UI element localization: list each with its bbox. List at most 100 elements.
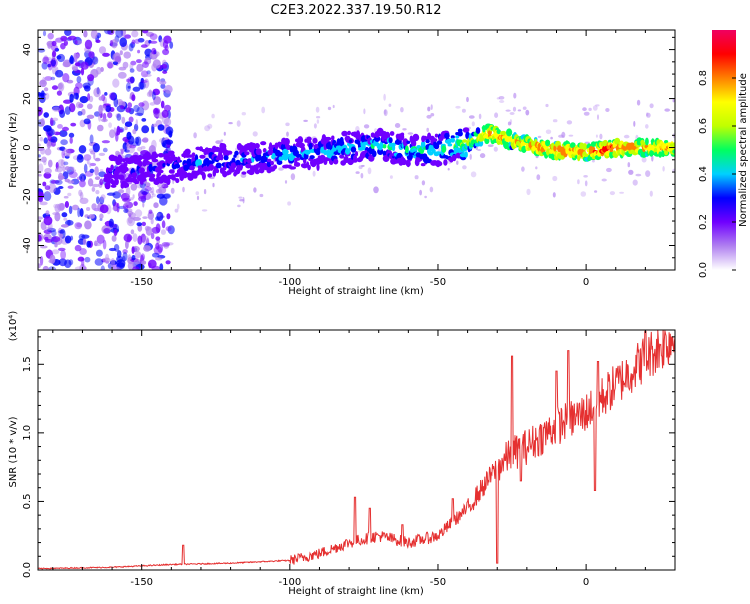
spectrogram-noise-blob	[92, 56, 99, 65]
spectrogram-noise-blob	[160, 83, 166, 89]
spectrogram-noise-blob	[79, 179, 86, 188]
spectrogram-noise-blob	[52, 106, 61, 112]
spectrogram-faint-blob	[215, 140, 222, 145]
spectrogram-noise-blob	[87, 178, 94, 187]
spectrogram-faint-blob	[619, 191, 624, 194]
spectrogram-noise-blob	[107, 62, 113, 69]
spectrogram-faint-blob	[537, 135, 542, 139]
spectrogram-faint-blob	[132, 194, 135, 199]
spectrogram-noise-blob	[61, 212, 68, 218]
spectrogram-faint-blob	[496, 97, 501, 100]
spectrogram-faint-blob	[498, 96, 505, 100]
spectrogram-noise-blob	[44, 167, 52, 175]
spectrogram-faint-blob	[242, 196, 245, 204]
x-tick-label: -100	[278, 277, 301, 288]
spectrogram-ridge-blob	[402, 157, 406, 163]
spectrogram-ridge-blob	[425, 139, 430, 144]
spectrogram-noise-blob	[137, 235, 143, 245]
spectrogram-noise-blob	[63, 161, 69, 166]
spectrogram-noise-blob	[159, 80, 167, 85]
spectrogram-faint-blob	[53, 131, 57, 135]
spectrogram-noise-blob	[83, 30, 88, 38]
spectrogram-noise-blob	[42, 181, 47, 187]
spectrogram-ridge-blob	[433, 142, 440, 150]
spectrogram-noise-blob	[92, 143, 100, 153]
spectrogram-noise-blob	[38, 154, 41, 158]
spectrogram-noise-blob	[128, 116, 134, 123]
spectrogram-ridge-blob	[323, 157, 331, 162]
spectrogram-ridge-blob	[405, 145, 409, 154]
spectrogram-noise-blob	[89, 168, 95, 173]
spectrogram-faint-blob	[238, 196, 243, 199]
spectrogram-noise-blob	[149, 40, 158, 44]
spectrogram-ridge-blob	[303, 158, 307, 164]
spectrogram-noise-blob	[54, 69, 64, 78]
spectrogram-faint-blob	[332, 104, 335, 109]
spectrogram-noise-blob	[51, 249, 60, 255]
spectrogram-faint-blob	[91, 186, 96, 192]
spectrogram-ridge-blob	[449, 158, 454, 163]
spectrogram-noise-blob	[116, 113, 122, 121]
spectrogram-faint-blob	[236, 120, 241, 127]
spectrogram-faint-blob	[455, 105, 461, 109]
spectrogram-ridge-blob	[148, 177, 156, 182]
spectrogram-ridge-blob	[664, 140, 669, 144]
spectrogram-noise-blob	[68, 259, 74, 266]
spectrogram-noise-blob	[67, 35, 77, 41]
spectrogram-faint-blob	[627, 162, 631, 168]
spectrogram-noise-blob	[60, 224, 69, 228]
spectrogram-noise-blob	[79, 263, 86, 270]
spectrogram-noise-blob	[39, 245, 48, 249]
spectrogram-noise-blob	[123, 208, 129, 214]
spectrogram-faint-blob	[211, 113, 215, 119]
spectrogram-noise-blob	[62, 166, 66, 173]
spectrogram-ridge-blob	[207, 173, 213, 178]
spectrogram-ridge-blob	[457, 128, 463, 133]
spectrogram-ridge-blob	[420, 163, 426, 167]
spectrogram-noise-blob	[77, 256, 85, 262]
spectrogram-faint-blob	[426, 127, 430, 132]
spectrogram-noise-blob	[44, 76, 53, 81]
spectrogram-ridge-blob	[123, 161, 128, 168]
spectrogram-faint-blob	[204, 125, 211, 132]
spectrogram-ridge-blob	[139, 177, 147, 182]
spectrogram-faint-blob	[363, 124, 370, 129]
spectrogram-faint-blob	[493, 146, 498, 152]
spectrogram-faint-blob	[591, 159, 595, 163]
spectrogram-ridge-blob	[122, 166, 129, 172]
spectrogram-faint-blob	[662, 166, 665, 172]
spectrogram-noise-blob	[152, 59, 161, 69]
spectrogram-noise-blob	[80, 174, 87, 181]
spectrogram-faint-blob	[38, 173, 42, 177]
spectrogram-noise-blob	[48, 266, 57, 270]
spectrogram-noise-blob	[101, 140, 110, 144]
spectrogram-faint-blob	[193, 132, 197, 139]
spectrogram-faint-blob	[580, 191, 587, 197]
spectrogram-noise-blob	[89, 162, 97, 167]
spectrogram-faint-blob	[512, 106, 517, 112]
spectrogram-faint-blob	[203, 189, 207, 195]
spectrogram-noise-blob	[104, 30, 113, 35]
spectrogram-noise-blob	[60, 139, 68, 146]
spectrogram-ridge-blob	[341, 130, 348, 137]
spectrogram-noise-blob	[57, 124, 63, 129]
spectrogram-noise-blob	[156, 77, 161, 82]
spectrogram-ridge-blob	[496, 129, 501, 135]
x-tick-label: -50	[430, 577, 446, 588]
spectrogram-ridge-blob	[239, 164, 243, 170]
spectrogram-ridge-blob	[475, 127, 481, 134]
spectrogram-faint-blob	[223, 131, 226, 136]
spectrogram-noise-blob	[57, 175, 65, 180]
spectrogram-noise-blob	[155, 257, 163, 261]
spectrogram-faint-blob	[635, 173, 642, 177]
spectrogram-faint-blob	[253, 187, 257, 193]
spectrogram-noise-blob	[155, 242, 160, 250]
spectrogram-noise-blob	[77, 207, 81, 218]
spectrogram-noise-blob	[137, 38, 145, 43]
spectrogram-ridge-blob	[266, 158, 272, 163]
spectrogram-noise-blob	[142, 30, 149, 34]
spectrogram-faint-blob	[40, 147, 46, 155]
spectrogram-noise-blob	[72, 66, 78, 72]
